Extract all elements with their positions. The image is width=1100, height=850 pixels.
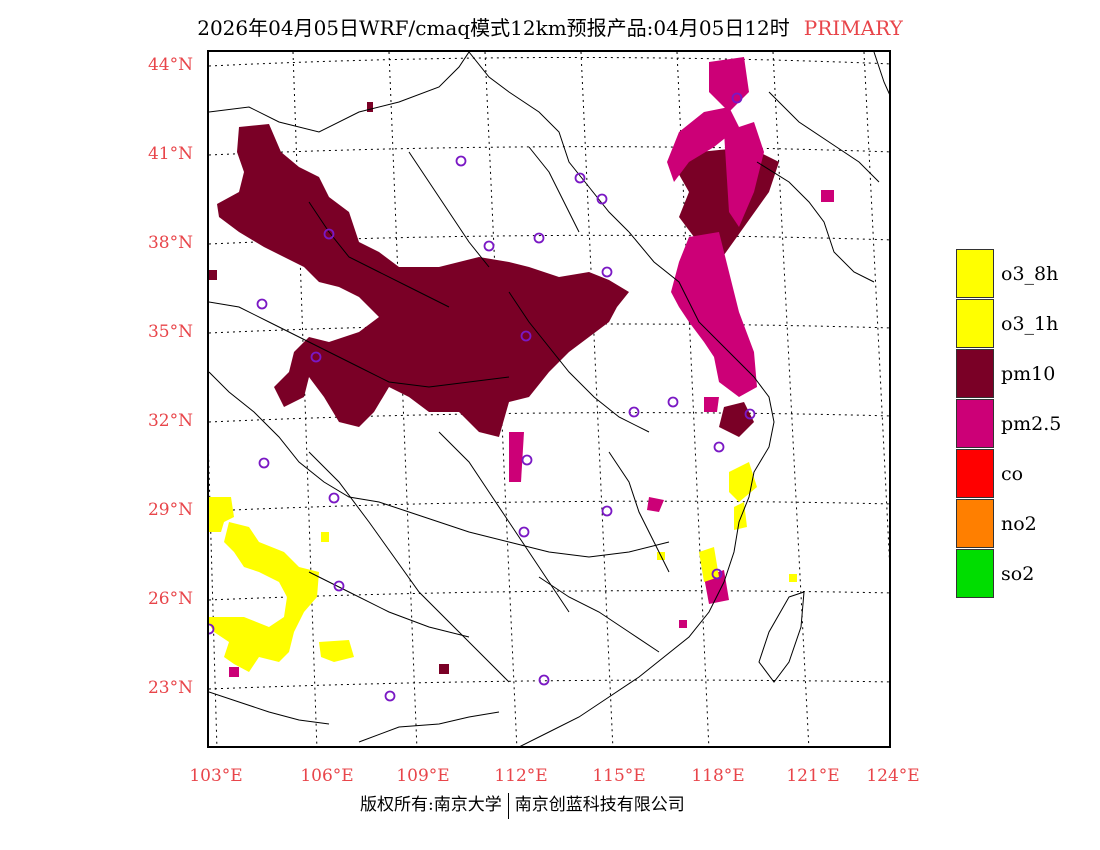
longitude-grid [209,52,889,746]
lon-label-109: 109°E [396,766,450,786]
lon-label-118: 118°E [691,766,745,786]
primary-tag: PRIMARY [803,16,903,40]
legend-swatch [956,299,994,348]
lon-label-121: 121°E [786,766,840,786]
legend-swatch [956,499,994,548]
legend-item-co: co [956,449,1100,499]
o3-region [209,462,797,672]
lat-label-29: 29°N [147,500,193,520]
legend-item-no2: no2 [956,499,1100,549]
legend-item-pm25: pm2.5 [956,399,1100,449]
legend-item-pm10: pm10 [956,349,1100,399]
copyright-right: 南京创蓝科技有限公司 [514,795,685,815]
legend-swatch [956,249,994,298]
legend-label: o3_8h [1001,263,1059,285]
station-markers [209,92,756,702]
map-title: 2026年04月05日WRF/cmaq模式12km预报产品:04月05日12时 P… [0,12,1100,41]
legend-item-o3-8h: o3_8h [956,249,1100,299]
legend-swatch [956,399,994,448]
lat-label-26: 26°N [147,589,193,609]
pollutant-legend: o3_8h o3_1h pm10 pm2.5 co no2 so2 [956,249,1100,599]
lat-label-23: 23°N [147,678,193,698]
legend-label: pm2.5 [1001,413,1062,435]
lat-label-35: 35°N [147,322,193,342]
lon-label-124: 124°E [866,766,920,786]
copyright-footer: 版权所有:南京大学 南京创蓝科技有限公司 [360,790,685,819]
footer-separator [507,792,509,819]
legend-swatch [956,549,994,598]
taiwan-outline [758,591,805,683]
legend-label: no2 [1001,513,1037,535]
legend-label: o3_1h [1001,313,1059,335]
lon-label-103: 103°E [189,766,243,786]
legend-swatch [956,349,994,398]
legend-label: co [1001,463,1024,485]
legend-swatch [956,449,994,498]
lat-label-32: 32°N [147,411,193,431]
pollution-map [209,52,889,746]
lat-label-44: 44°N [147,55,193,75]
map-frame[interactable] [207,50,891,748]
legend-label: pm10 [1001,363,1056,385]
legend-item-o3-1h: o3_1h [956,299,1100,349]
copyright-left: 版权所有:南京大学 [360,795,502,815]
legend-item-so2: so2 [956,549,1100,599]
lon-label-106: 106°E [300,766,354,786]
legend-label: so2 [1001,563,1035,585]
lat-label-41: 41°N [147,144,193,164]
lat-label-38: 38°N [147,233,193,253]
lon-label-115: 115°E [592,766,646,786]
title-text: 2026年04月05日WRF/cmaq模式12km预报产品:04月05日12时 [197,16,790,40]
lon-label-112: 112°E [494,766,548,786]
borders [209,52,889,746]
